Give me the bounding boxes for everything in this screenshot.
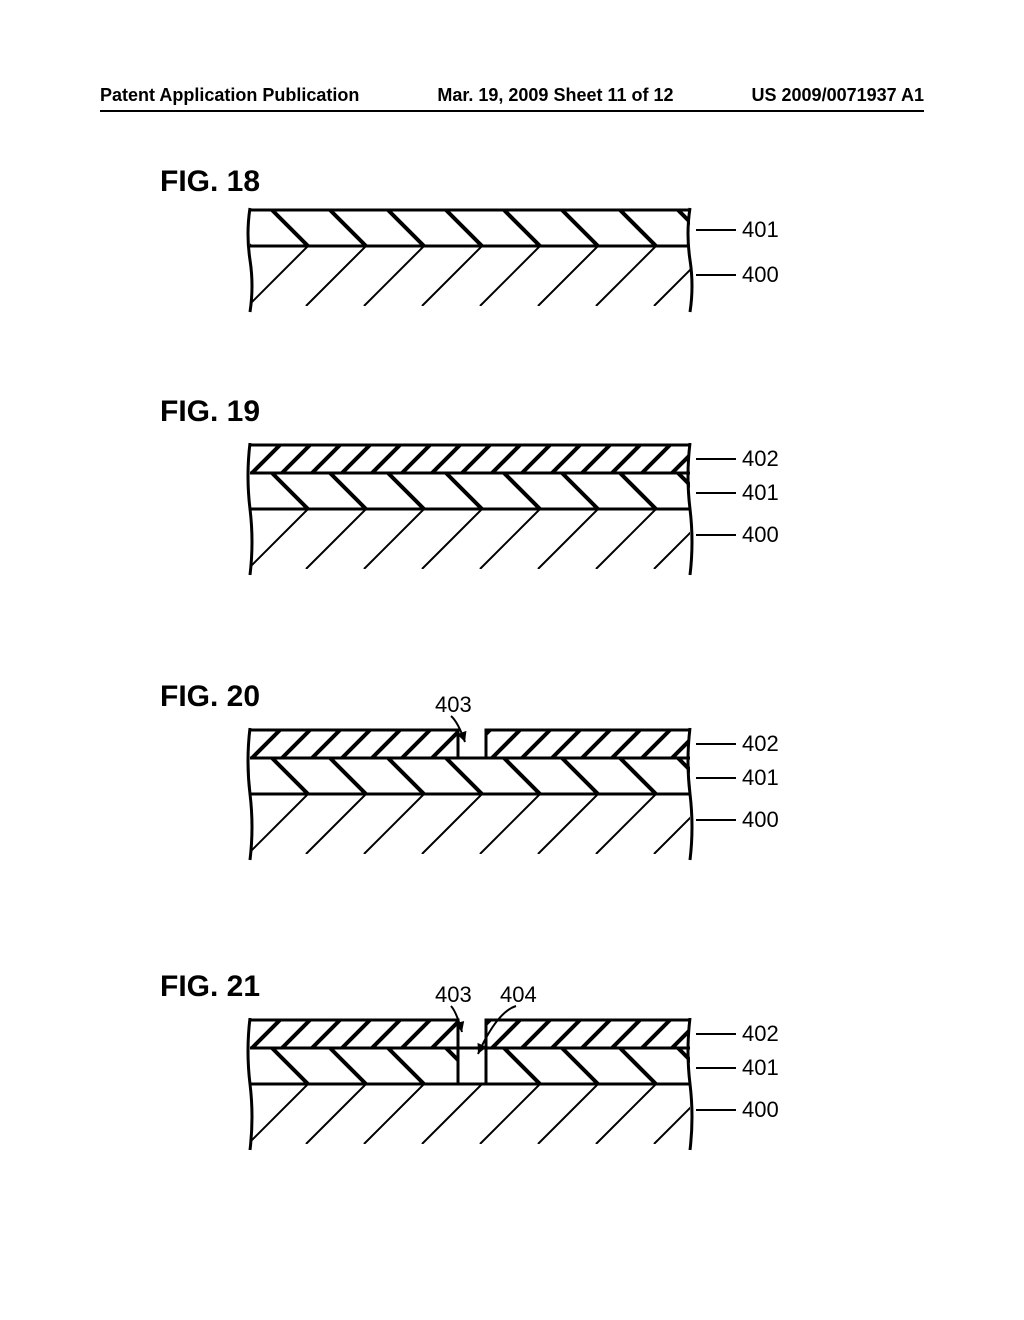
svg-text:401: 401: [742, 217, 779, 242]
svg-text:400: 400: [742, 262, 779, 287]
svg-text:401: 401: [742, 1055, 779, 1080]
svg-text:400: 400: [742, 1097, 779, 1122]
svg-text:400: 400: [742, 522, 779, 547]
svg-text:400: 400: [742, 807, 779, 832]
svg-text:403: 403: [435, 692, 472, 717]
svg-text:401: 401: [742, 480, 779, 505]
cross-section-diagram: 401 400: [240, 200, 860, 365]
header-left: Patent Application Publication: [100, 85, 359, 106]
svg-text:402: 402: [742, 731, 779, 756]
figure-title: FIG. 18: [160, 165, 260, 199]
svg-text:403: 403: [435, 982, 472, 1007]
svg-text:404: 404: [500, 982, 537, 1007]
figure-title: FIG. 19: [160, 395, 260, 429]
svg-text:402: 402: [742, 446, 779, 471]
header-right: US 2009/0071937 A1: [752, 85, 924, 106]
header-center: Mar. 19, 2009 Sheet 11 of 12: [437, 85, 673, 106]
cross-section-diagram: 402 401 400 403: [240, 680, 860, 885]
cross-section-diagram: 402 401 400 403 404: [240, 970, 860, 1175]
svg-text:401: 401: [742, 765, 779, 790]
svg-text:402: 402: [742, 1021, 779, 1046]
page-header: Patent Application Publication Mar. 19, …: [100, 85, 924, 112]
cross-section-diagram: 402 401 400: [240, 435, 860, 600]
